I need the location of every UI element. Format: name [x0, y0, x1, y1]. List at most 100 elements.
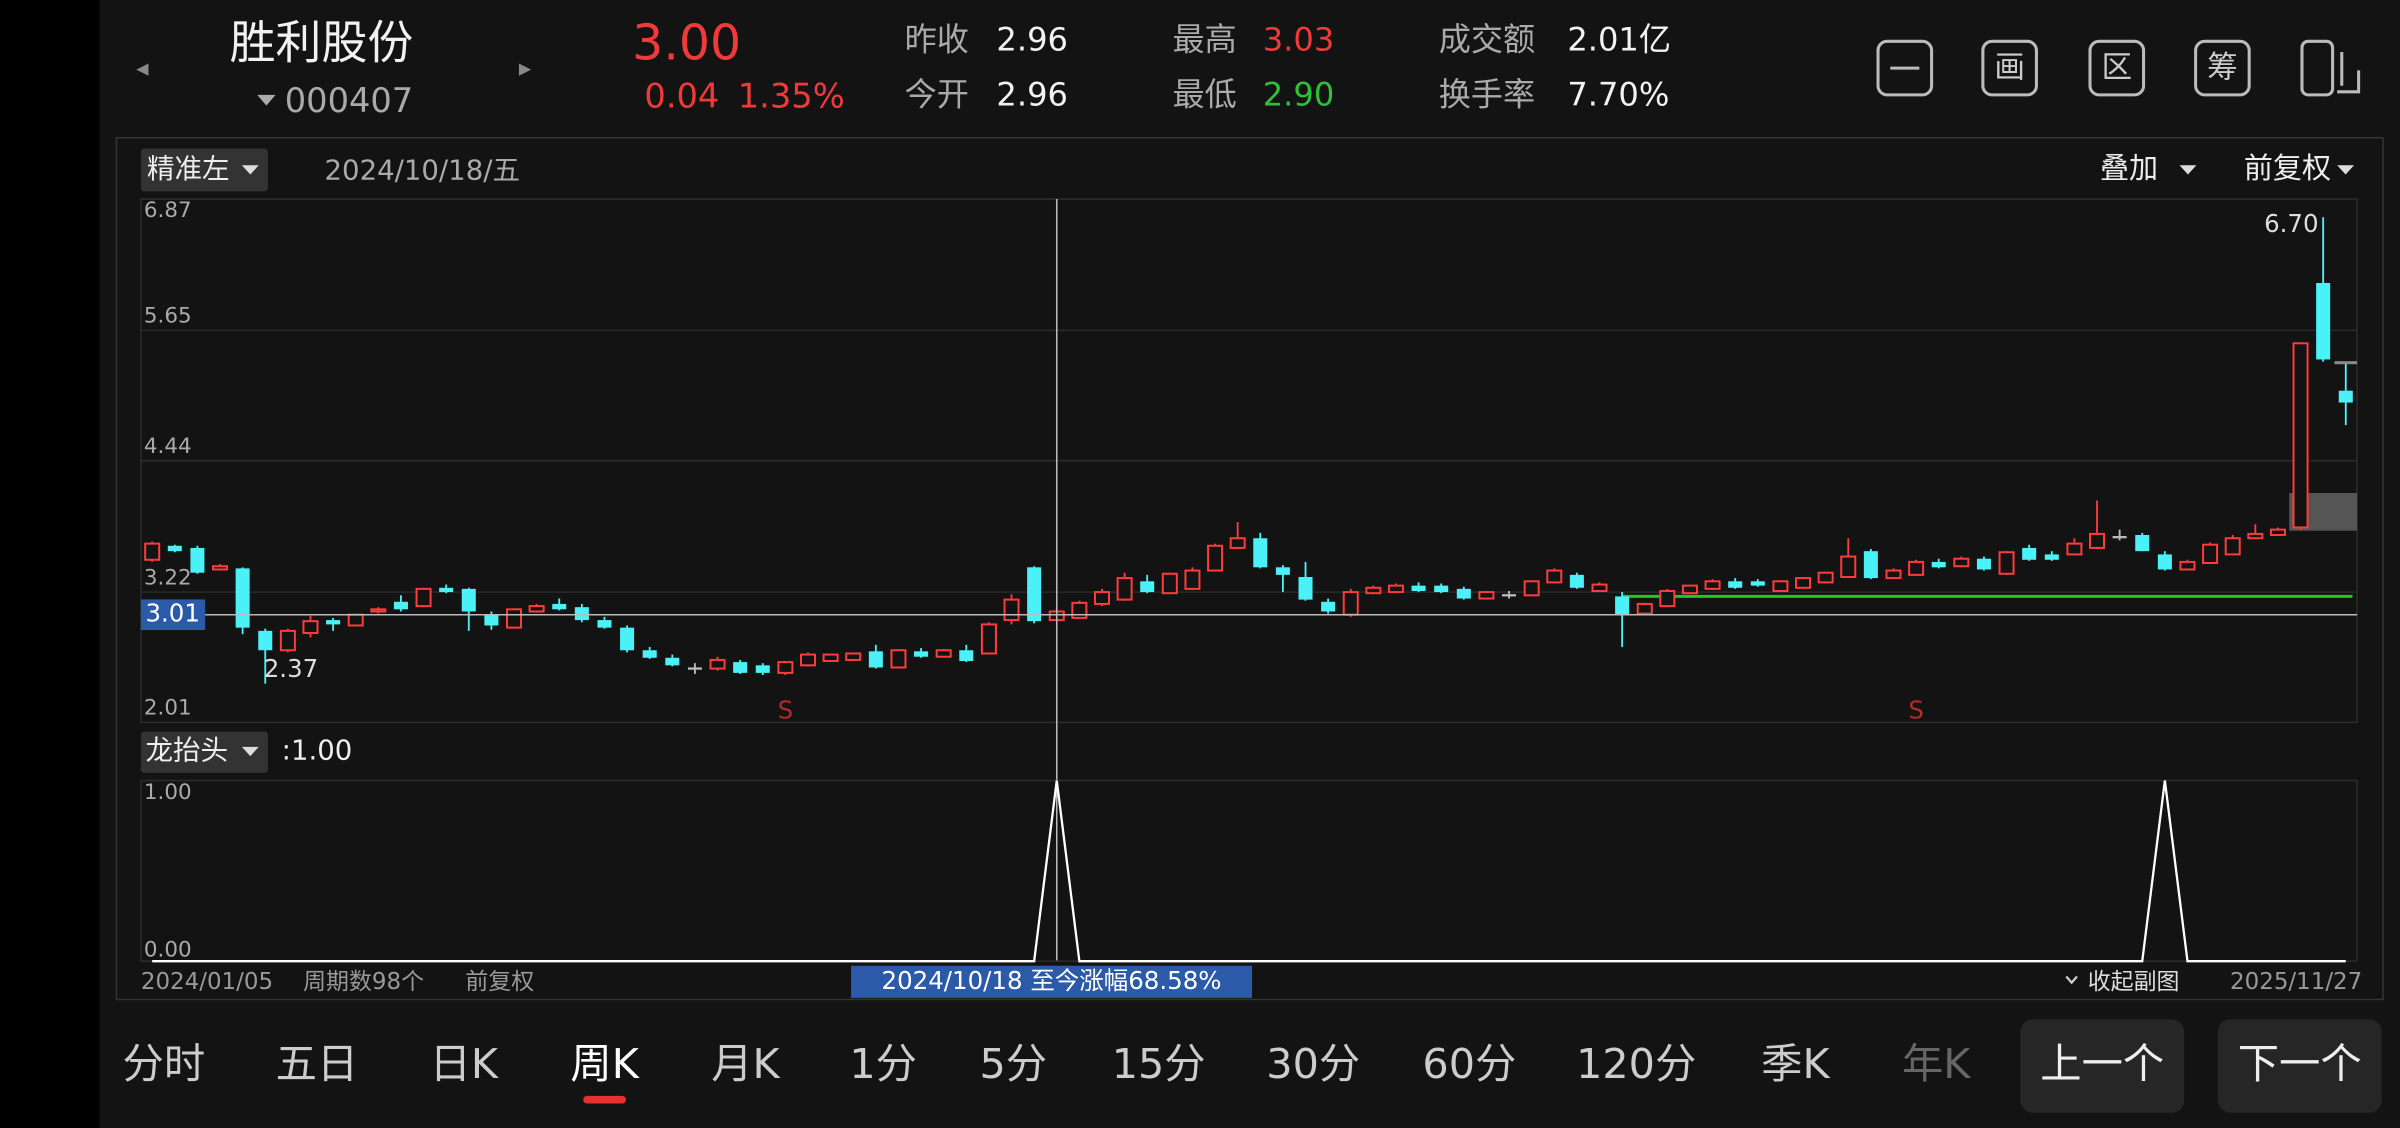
candle-body — [1728, 581, 1743, 588]
prev-stock[interactable]: ◂ — [136, 53, 149, 82]
tab[interactable]: 月K — [711, 1040, 780, 1088]
candle-body — [1659, 590, 1676, 608]
phone-icon-part — [2337, 52, 2361, 94]
candle-body — [370, 608, 387, 613]
candle-body — [2316, 282, 2331, 360]
tab[interactable]: 15分 — [1112, 1040, 1206, 1088]
tab-underline — [583, 1095, 627, 1104]
code-dropdown[interactable] — [257, 94, 276, 106]
candle-body — [326, 620, 341, 625]
indicator-line — [152, 780, 2346, 963]
candle-body — [439, 587, 454, 593]
candle-body — [1795, 577, 1812, 589]
candle-body — [1161, 572, 1178, 595]
tabs: 分时 五日 日K 周K 月K 1分 5分 15分 30分 60分 120分 季K 年K 上一个 下一个 — [123, 1019, 2382, 1113]
candle-body — [1275, 567, 1290, 575]
candle-body — [528, 605, 545, 613]
candle-body — [868, 651, 883, 668]
candle-body — [1387, 584, 1404, 594]
tab[interactable]: 周K — [570, 1040, 639, 1088]
tab[interactable]: 分时 — [123, 1040, 206, 1088]
tab[interactable]: 五日 — [276, 1040, 359, 1088]
indicator-name: 龙抬头 — [145, 734, 228, 766]
candle-body — [1207, 544, 1224, 572]
candle-body — [1772, 580, 1789, 593]
tab[interactable]: 季K — [1761, 1040, 1830, 1088]
candle-body — [1953, 557, 1970, 568]
overlay-button[interactable]: 叠加 — [2100, 151, 2158, 185]
tab[interactable]: 120分 — [1576, 1040, 1696, 1088]
range-info: 2024/10/18 至今涨幅68.58% — [882, 966, 1222, 995]
candle-body — [1681, 584, 1698, 595]
indicator-readout: :1.00 — [282, 734, 353, 766]
candle-body — [506, 608, 523, 629]
indicator-button[interactable] — [140, 731, 268, 773]
tool-label: 筹 — [2207, 50, 2238, 85]
candle-body — [1093, 591, 1110, 605]
y-tick-label: 2.01 — [144, 696, 192, 721]
chart-panel — [115, 136, 2384, 1001]
tools: 画区筹 — [1876, 39, 2361, 97]
y-tick-label: 1.00 — [144, 780, 192, 805]
candle-body — [1027, 567, 1042, 622]
nav-button[interactable] — [2020, 1019, 2185, 1113]
collapse-button[interactable]: 收起副图 — [2088, 969, 2180, 995]
crosshair-price-box — [140, 599, 206, 631]
adjust-button[interactable]: 前复权 — [2244, 151, 2331, 185]
price: 3.00 — [632, 14, 741, 71]
candle-body — [733, 662, 748, 673]
stock-code: 000407 — [285, 81, 413, 120]
mode-button[interactable] — [140, 148, 268, 192]
fullscreen-icon[interactable] — [1876, 39, 1934, 97]
candle-body — [1229, 537, 1246, 549]
candle-body — [597, 620, 612, 628]
candle-body — [1750, 581, 1765, 586]
candle-body — [1365, 586, 1382, 595]
stat-label: 成交额 — [1439, 20, 1535, 58]
candle-body — [2157, 554, 2172, 570]
tool-icon[interactable] — [1981, 39, 2038, 97]
candle-body — [777, 661, 794, 674]
tab[interactable]: 1分 — [849, 1040, 917, 1088]
candle-body — [1456, 588, 1471, 599]
y-tick-label: 5.65 — [144, 304, 192, 329]
candle-body — [1976, 558, 1991, 570]
nav-button-label: 下一个 — [2238, 1040, 2362, 1088]
candle-body — [2338, 390, 2353, 403]
candle-body — [2022, 547, 2037, 560]
candle-body — [2044, 554, 2059, 560]
nav-button[interactable] — [2217, 1019, 2382, 1113]
indicator-arrow — [241, 746, 259, 757]
plot: 6.87 5.65 4.44 3.22 2.01 S S 2.37 6.70 3.01 1.00 0.… — [140, 198, 2358, 963]
stat-value: 2.90 — [1263, 75, 1335, 113]
candle-body — [1342, 591, 1359, 616]
candle-body — [1998, 551, 2015, 575]
signal: S — [778, 696, 794, 725]
tab[interactable]: 60分 — [1422, 1040, 1516, 1088]
phone-icon[interactable] — [2300, 39, 2335, 97]
tool-label: 画 — [1994, 50, 2025, 85]
stat-label: 最低 — [1172, 75, 1236, 113]
tool-icon[interactable] — [2194, 39, 2251, 97]
candle-body — [2202, 543, 2219, 565]
mode-label: 精准左 — [147, 153, 230, 185]
tab[interactable]: 5分 — [979, 1040, 1047, 1088]
candle-body — [1840, 555, 1857, 579]
candle-body — [1116, 577, 1133, 601]
candle-body — [190, 547, 205, 573]
next-stock[interactable]: ▸ — [519, 53, 532, 82]
candle-body — [1184, 569, 1201, 590]
candle-body — [1523, 580, 1540, 597]
candle-body — [235, 568, 250, 628]
candle-body — [1140, 581, 1155, 593]
candle-body — [1615, 596, 1630, 615]
candle-body — [2247, 532, 2264, 540]
tab[interactable]: 年K — [1902, 1040, 1971, 1088]
tool-icon[interactable] — [2088, 39, 2146, 97]
tab[interactable]: 日K — [430, 1040, 499, 1088]
candle-body — [2135, 535, 2150, 552]
tab[interactable]: 30分 — [1266, 1040, 1360, 1088]
change: 0.04 — [644, 76, 719, 115]
